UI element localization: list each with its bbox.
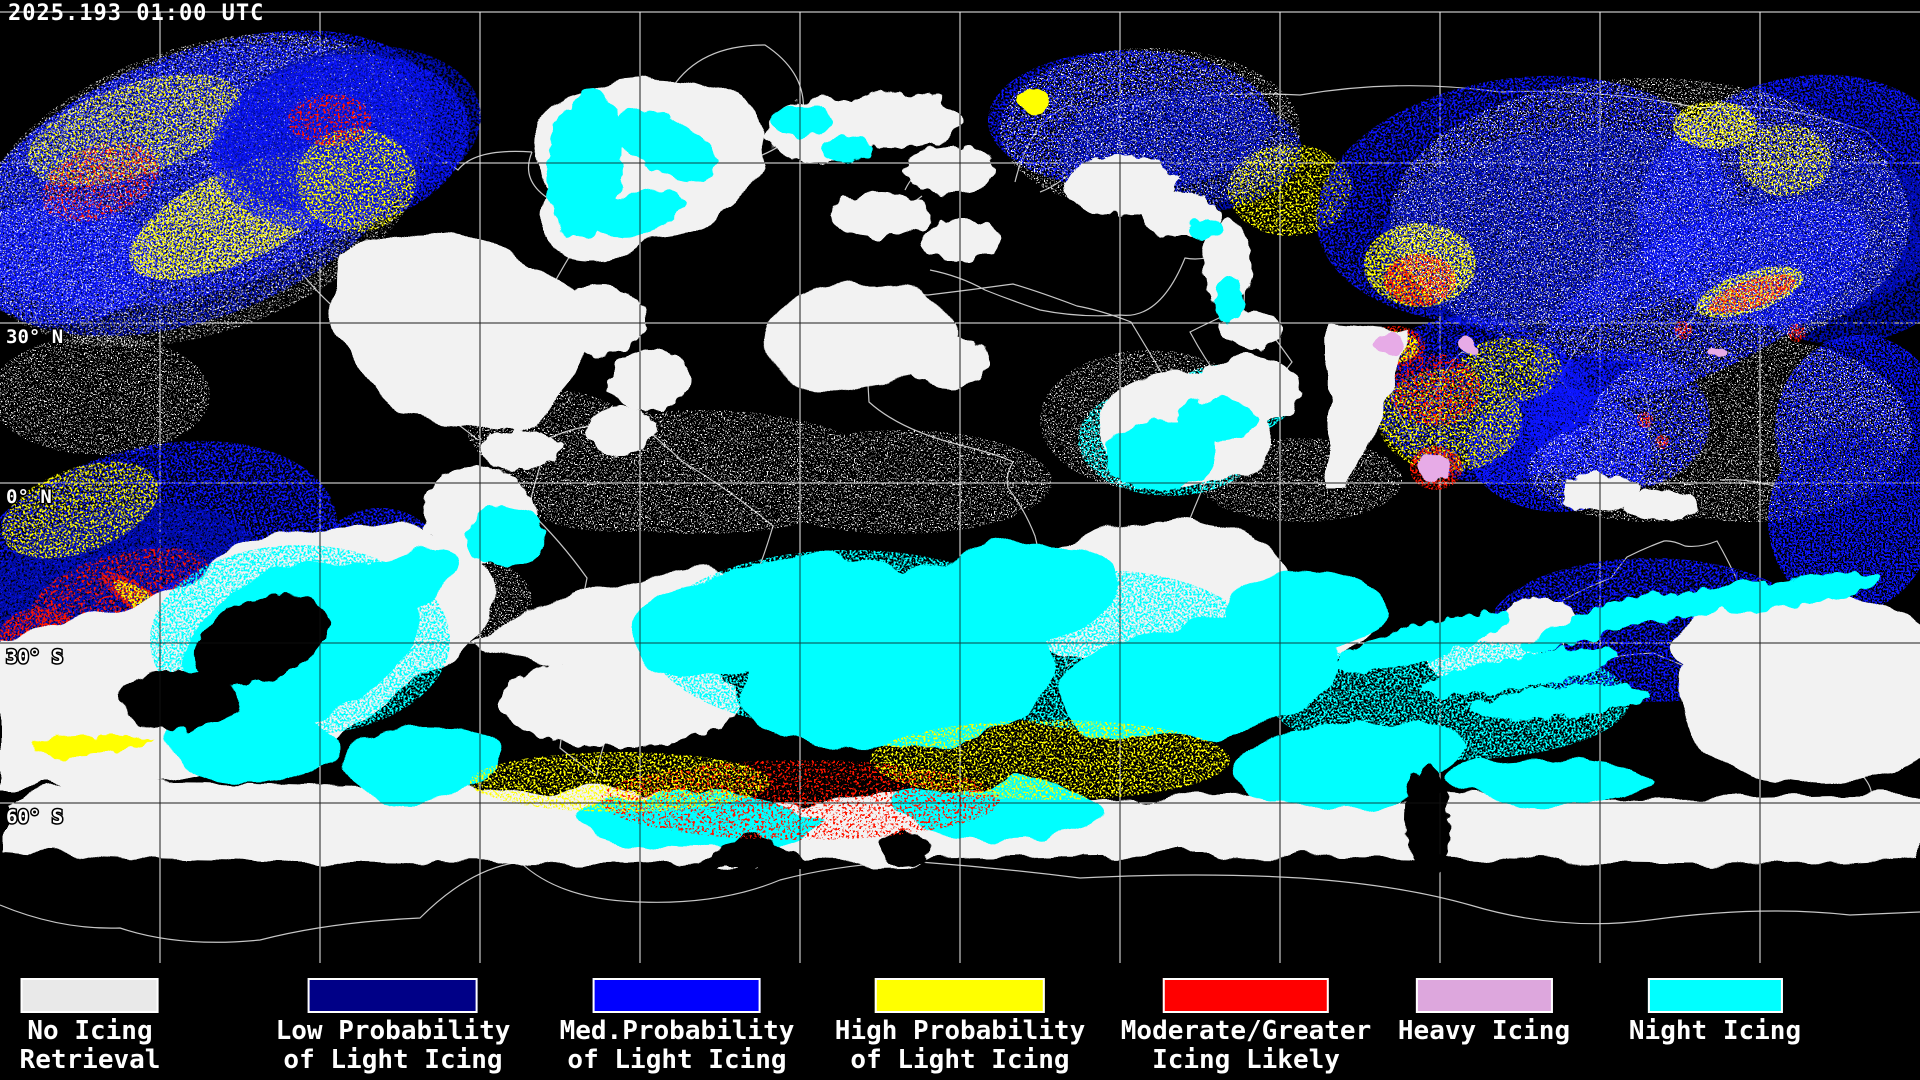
map-graticule-dark: [0, 12, 1920, 963]
legend-item-low-prob: Low Probability of Light Icing: [275, 978, 511, 1075]
legend-swatch-heavy: [1415, 978, 1553, 1013]
legend-label: Night Icing: [1628, 1016, 1802, 1046]
legend-label: of Light Icing: [567, 1045, 787, 1075]
legend-bar: No Icing Retrieval Low Probability of Li…: [0, 963, 1920, 1080]
legend-item-moderate: Moderate/Greater Icing Likely: [1121, 978, 1371, 1075]
latitude-labels: 30° N 0° N 30° S 60° S: [5, 325, 65, 830]
lat-label-60s: 60° S: [6, 806, 63, 828]
legend-label: Low Probability: [275, 1016, 511, 1046]
legend-swatch-med-prob: [593, 978, 761, 1013]
legend-swatch-high-prob: [874, 978, 1045, 1013]
legend-swatch-no-icing: [20, 978, 159, 1013]
legend-item-med-prob: Med.Probability of Light Icing: [559, 978, 795, 1075]
legend-label: Med.Probability: [559, 1016, 795, 1046]
legend-swatch-moderate: [1162, 978, 1329, 1013]
legend-label: Moderate/Greater: [1120, 1016, 1372, 1046]
legend-label: of Light Icing: [283, 1045, 503, 1075]
cloud-gaps: [120, 595, 1450, 875]
legend-swatch-low-prob: [308, 978, 478, 1013]
legend-item-heavy: Heavy Icing: [1398, 978, 1570, 1046]
legend-label: Heavy Icing: [1397, 1016, 1571, 1046]
legend-label: No Icing: [27, 1016, 153, 1046]
world-icing-map: 30° N 0° N 30° S 60° S: [0, 11, 1920, 963]
lat-label-30n: 30° N: [6, 326, 63, 348]
legend-label: High Probability: [834, 1016, 1086, 1046]
legend-item-no-icing: No Icing Retrieval: [19, 978, 161, 1075]
legend-label: Icing Likely: [1152, 1045, 1340, 1075]
legend-item-night: Night Icing: [1629, 978, 1801, 1046]
lat-label-0n: 0° N: [6, 486, 52, 508]
legend-item-high-prob: High Probability of Light Icing: [835, 978, 1085, 1075]
legend-label: Retrieval: [19, 1045, 161, 1075]
legend-label: of Light Icing: [850, 1045, 1070, 1075]
legend-swatch-night: [1647, 978, 1783, 1013]
heavy-icing-patch: [1376, 334, 1406, 356]
high-icing-spots: [30, 89, 1726, 758]
timestamp-label: 2025.193 01:00 UTC: [8, 1, 265, 26]
lat-label-30s: 30° S: [6, 646, 63, 668]
